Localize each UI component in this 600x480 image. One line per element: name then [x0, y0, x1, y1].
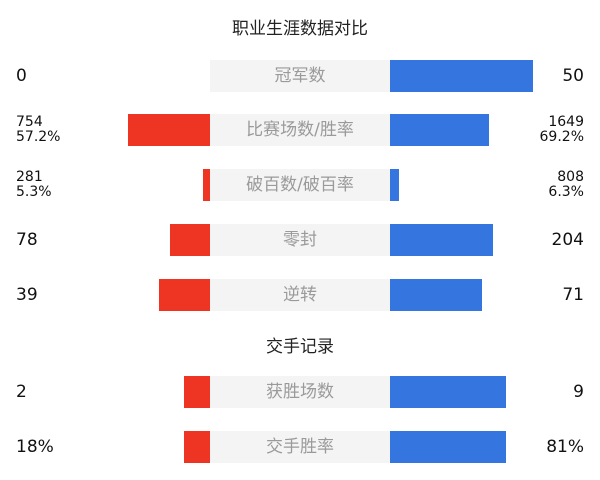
right-bar	[390, 279, 482, 311]
stat-label: 交手胜率	[210, 431, 390, 463]
section-title: 交手记录	[266, 337, 334, 357]
left-value-line: 5.3%	[16, 184, 52, 200]
stat-row: 破百数/破百率 281 5.3% 808 6.3%	[0, 169, 600, 201]
left-value: 39	[16, 279, 38, 311]
left-value: 18%	[16, 431, 54, 463]
left-value: 754 57.2%	[16, 115, 60, 145]
right-bar	[390, 60, 533, 92]
stat-row: 交手胜率 18% 81%	[0, 431, 600, 463]
stat-label: 逆转	[210, 279, 390, 311]
right-value: 50	[562, 60, 584, 92]
left-value-line: 39	[16, 285, 38, 305]
left-value: 2	[16, 376, 27, 408]
left-value: 281 5.3%	[16, 170, 52, 200]
right-bar	[390, 169, 399, 201]
right-value: 1649 69.2%	[540, 115, 584, 145]
right-value-line: 808	[557, 169, 584, 185]
left-value-line: 57.2%	[16, 129, 61, 145]
stat-row: 逆转 39 71	[0, 279, 600, 311]
right-value-line: 71	[562, 285, 584, 305]
left-bar	[159, 279, 210, 311]
right-value-line: 50	[562, 66, 584, 86]
section-title: 职业生涯数据对比	[232, 19, 368, 39]
right-value: 204	[552, 224, 584, 256]
right-bar	[390, 376, 506, 408]
left-value-line: 2	[16, 382, 27, 402]
right-value: 808 6.3%	[548, 170, 584, 200]
stat-label: 冠军数	[210, 60, 390, 92]
left-bar	[184, 376, 210, 408]
stat-row: 冠军数 0 50	[0, 60, 600, 92]
left-value-line: 281	[16, 169, 43, 185]
right-bar	[390, 431, 506, 463]
stat-label: 比赛场数/胜率	[210, 114, 390, 146]
left-bar	[203, 169, 210, 201]
left-value-line: 0	[16, 66, 27, 86]
left-value-line: 78	[16, 230, 38, 250]
right-value-line: 9	[573, 382, 584, 402]
stat-row: 比赛场数/胜率 754 57.2% 1649 69.2%	[0, 114, 600, 146]
stat-row: 零封 78 204	[0, 224, 600, 256]
right-value-line: 204	[551, 230, 584, 250]
right-value: 81%	[546, 431, 584, 463]
left-bar	[170, 224, 210, 256]
left-value-line: 18%	[16, 437, 54, 457]
right-bar	[390, 224, 493, 256]
right-bar	[390, 114, 489, 146]
left-value: 78	[16, 224, 38, 256]
stat-row: 获胜场数 2 9	[0, 376, 600, 408]
left-bar	[128, 114, 210, 146]
right-value-line: 69.2%	[539, 129, 584, 145]
right-value-line: 81%	[546, 437, 584, 457]
right-value-line: 6.3%	[548, 184, 584, 200]
right-value: 9	[573, 376, 584, 408]
right-value-line: 1649	[548, 114, 584, 130]
left-value-line: 754	[16, 114, 43, 130]
stat-label: 破百数/破百率	[210, 169, 390, 201]
left-bar	[184, 431, 210, 463]
left-value: 0	[16, 60, 27, 92]
stat-label: 获胜场数	[210, 376, 390, 408]
right-value: 71	[562, 279, 584, 311]
stat-label: 零封	[210, 224, 390, 256]
